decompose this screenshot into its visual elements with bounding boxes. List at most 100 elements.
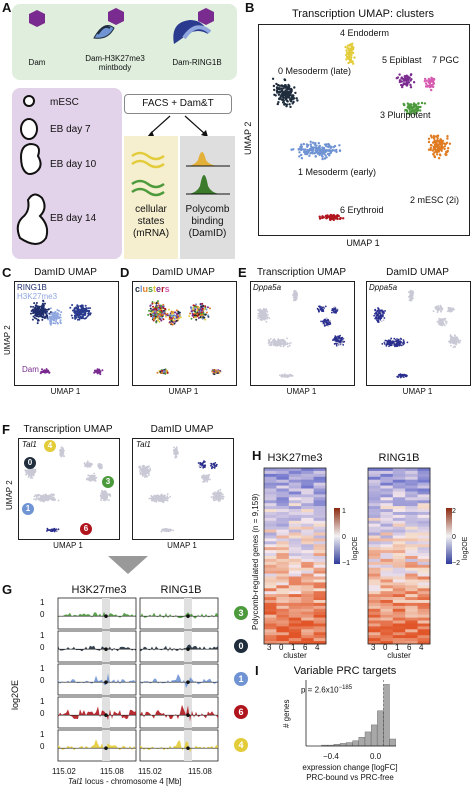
umap-point — [268, 344, 271, 346]
heatmap-cell — [368, 579, 381, 583]
heatmap-cell — [405, 517, 418, 522]
heatmap-cell — [392, 488, 406, 492]
heatmap-cell — [276, 482, 290, 486]
umap-point — [274, 339, 277, 342]
heatmap-cell — [264, 591, 277, 595]
umap-point — [42, 299, 45, 302]
heatmap-cell — [405, 558, 418, 563]
heatmap-cell — [288, 514, 302, 519]
heatmap-cell — [288, 608, 302, 612]
heatmap-cell — [301, 485, 314, 489]
umap-point — [440, 310, 442, 313]
heatmap-cell — [288, 632, 302, 636]
heatmap-cell — [380, 576, 394, 580]
umap-point — [79, 309, 82, 312]
umap-point — [211, 466, 214, 468]
f-ylabel: UMAP 2 — [5, 480, 14, 510]
heatmap-cell — [368, 479, 381, 483]
umap-point — [160, 530, 163, 533]
heatmap-cell — [392, 500, 406, 504]
heatmap-cell — [301, 573, 314, 577]
umap-point — [214, 491, 216, 494]
umap-point — [36, 309, 39, 312]
umap-point — [219, 488, 222, 491]
heatmap-cell — [264, 509, 277, 513]
umap-point — [51, 311, 54, 314]
umap-point — [323, 157, 327, 160]
umap-point — [169, 529, 172, 531]
heatmap-cell — [313, 556, 327, 560]
umap-point — [32, 470, 35, 473]
umap-point — [397, 338, 400, 341]
heatmap-cell — [380, 532, 394, 536]
umap-point — [324, 324, 326, 327]
umap-point — [100, 499, 102, 502]
umap-point — [174, 456, 177, 459]
umap-point — [62, 452, 65, 455]
umap-point — [410, 110, 413, 114]
heatmap-cell — [288, 626, 302, 630]
umap-point — [167, 497, 170, 500]
umap-point — [403, 75, 406, 78]
umap-point — [47, 318, 50, 321]
umap-point — [31, 308, 34, 311]
umap-point — [394, 345, 396, 348]
heatmap-cell — [313, 573, 327, 577]
umap-point — [311, 152, 314, 155]
umap-point — [290, 90, 293, 93]
umap-point — [164, 372, 167, 375]
umap-point — [289, 98, 293, 102]
umap-point — [49, 494, 52, 496]
heatmap-cell — [380, 485, 394, 489]
heatmap-cell — [301, 570, 314, 574]
heatmap-cell — [380, 500, 394, 504]
umap-point — [258, 309, 261, 312]
heatmap-cell — [264, 594, 277, 598]
umap-point — [323, 151, 326, 154]
heatmap-cell — [405, 538, 418, 542]
umap-point — [329, 216, 332, 219]
umap-point — [165, 315, 167, 318]
umap-point — [352, 62, 355, 65]
heatmap-cell — [288, 588, 302, 592]
umap-point — [390, 341, 393, 343]
umap-point — [304, 150, 308, 154]
heatmap-cell — [405, 550, 418, 554]
umap-point — [151, 316, 154, 319]
umap-point — [37, 311, 40, 314]
heatmap-cell — [276, 532, 290, 536]
umap-point — [439, 154, 442, 157]
heatmap-cell — [301, 523, 314, 527]
heatmap-cell — [392, 497, 406, 501]
heatmap-cell — [301, 535, 314, 539]
umap-point — [316, 149, 319, 152]
umap-point — [395, 341, 398, 344]
umap-point — [383, 317, 386, 319]
umap-point — [266, 316, 269, 319]
heatmap-cell — [417, 497, 431, 501]
heatmap-cell — [380, 468, 394, 472]
heatmap-cell — [264, 585, 277, 589]
umap-point — [72, 309, 74, 312]
umap-point — [160, 371, 163, 374]
umap-point — [159, 497, 162, 500]
b-cluster-label-3: 3 Pluripotent — [380, 110, 431, 120]
umap-point — [96, 372, 99, 375]
umap-point — [156, 496, 159, 499]
umap-point — [174, 453, 177, 456]
heatmap-cell — [301, 576, 314, 580]
heatmap-cell — [301, 567, 314, 571]
umap-point — [60, 446, 63, 448]
umap-point — [219, 497, 222, 500]
heatmap-cell — [380, 591, 394, 595]
umap-point — [94, 478, 96, 481]
umap-point — [164, 308, 166, 310]
umap-point — [396, 76, 400, 79]
heatmap-cell — [313, 485, 327, 489]
heatmap-cell — [368, 512, 381, 516]
umap-point — [166, 493, 169, 496]
heatmap-cell — [301, 585, 314, 589]
heatmap-cell — [276, 567, 290, 571]
umap-point — [325, 156, 328, 159]
heatmap-cell — [301, 594, 314, 598]
